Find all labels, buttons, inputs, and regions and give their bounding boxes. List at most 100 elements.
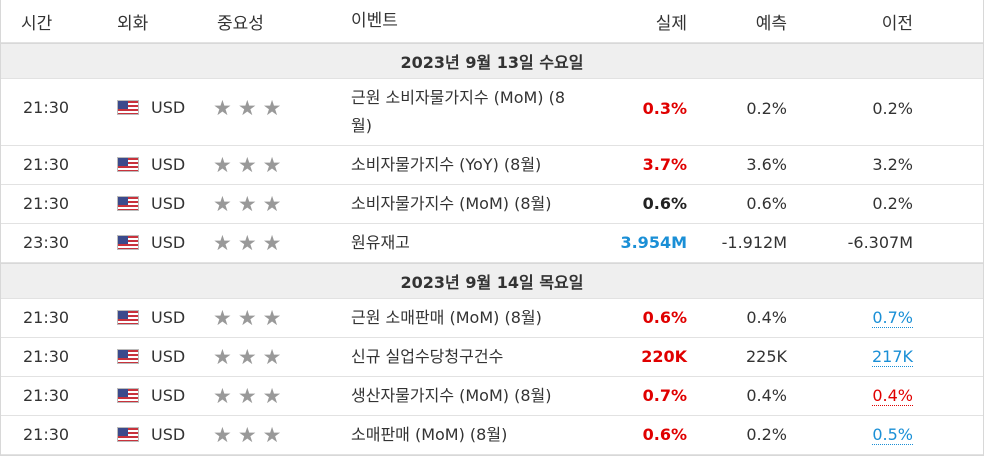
previous-value: -6.307M [797,224,923,262]
forecast-value: 0.2% [746,99,787,118]
previous-value-text[interactable]: 0.5% [872,425,913,445]
event-time: 21:30 [23,386,70,405]
actual-value: 0.6% [593,416,697,454]
event-name-link[interactable]: 근원 소매판매 (MoM) (8월) [351,308,542,327]
previous-value: 0.5% [797,416,923,454]
table-row[interactable]: 23:30 USD ★ ★ ★ 원유재고 3.954M -1.912M -6.3… [1,224,983,263]
star-icon: ★ [213,384,232,408]
star-icon: ★ [262,192,282,216]
previous-value-text[interactable]: 217K [871,347,913,367]
event-time: 21:30 [23,425,70,444]
currency-cell: USD [99,377,203,415]
star-icon: ★ [213,192,232,216]
currency-cell: USD [99,416,203,454]
forecast-value: 225K [745,347,787,366]
actual-value: 3.7% [593,146,697,184]
forecast-value: 0.4% [746,308,787,327]
star-icon: ★ [262,423,282,447]
us-flag-icon [117,349,139,364]
table-row[interactable]: 21:30 USD ★ ★ ★ 소비자물가지수 (YoY) (8월) 3.7% … [1,146,983,185]
us-flag-icon [117,310,139,325]
event-name-link[interactable]: 소비자물가지수 (YoY) (8월) [351,155,542,174]
actual-value: 0.6% [593,299,697,337]
star-icon: ★ [237,384,257,408]
event-time: 21:30 [23,155,70,174]
actual-value: 0.6% [593,185,697,223]
table-row[interactable]: 21:30 USD ★ ★ ★ 소비자물가지수 (MoM) (8월) 0.6% … [1,185,983,224]
day-header-row: 2023년 9월 14일 목요일 [1,263,983,299]
actual-value-text: 0.6% [642,308,687,327]
us-flag-icon [117,100,139,115]
currency-cell: USD [99,185,203,223]
event-name-link[interactable]: 근원 소비자물가지수 (MoM) (8월) [351,88,566,135]
header-actual[interactable]: 실제 [655,13,687,34]
star-icon: ★ [237,231,257,255]
currency-code: USD [151,233,186,252]
star-icon: ★ [213,423,232,447]
header-currency[interactable]: 외화 [117,13,149,34]
table-row[interactable]: 21:30 USD ★ ★ ★ 신규 실업수당청구건수 220K 225K 21… [1,338,983,377]
actual-value: 0.3% [593,79,697,145]
actual-value-text: 0.7% [642,386,687,405]
event-name-link[interactable]: 생산자물가지수 (MoM) (8월) [351,386,552,405]
event-time: 21:30 [23,347,70,366]
star-icon: ★ [213,96,232,120]
table-body: 2023년 9월 13일 수요일 21:30 USD ★ ★ ★ 근원 소비자물… [1,43,983,455]
currency-code: USD [151,155,186,174]
importance-stars: ★ ★ ★ [203,416,335,454]
previous-value: 0.2% [797,185,923,223]
importance-stars: ★ ★ ★ [203,146,335,184]
previous-value-text: -6.307M [847,233,913,252]
actual-value-text: 0.3% [642,99,687,118]
currency-cell: USD [99,224,203,262]
forecast-value: 0.2% [746,425,787,444]
us-flag-icon [117,427,139,442]
star-icon: ★ [213,306,232,330]
previous-value-text: 0.2% [872,99,913,118]
header-time[interactable]: 시간 [21,13,53,34]
currency-code: USD [151,386,186,405]
star-icon: ★ [262,345,282,369]
table-row[interactable]: 21:30 USD ★ ★ ★ 생산자물가지수 (MoM) (8월) 0.7% … [1,377,983,416]
currency-code: USD [151,194,186,213]
previous-value-text[interactable]: 0.4% [872,386,913,406]
us-flag-icon [117,235,139,250]
star-icon: ★ [237,345,257,369]
star-icon: ★ [213,153,232,177]
header-importance[interactable]: 중요성 [217,13,264,34]
header-forecast[interactable]: 예측 [755,13,787,34]
event-time: 23:30 [23,233,70,252]
header-event[interactable]: 이벤트 [351,11,398,31]
event-name-link[interactable]: 원유재고 [351,233,410,252]
importance-stars: ★ ★ ★ [203,185,335,223]
currency-code: USD [151,98,186,117]
actual-value-text: 220K [641,347,687,366]
table-row[interactable]: 21:30 USD ★ ★ ★ 소매판매 (MoM) (8월) 0.6% 0.2… [1,416,983,455]
forecast-value: 0.6% [746,194,787,213]
star-icon: ★ [237,423,257,447]
currency-code: USD [151,347,186,366]
table-row[interactable]: 21:30 USD ★ ★ ★ 근원 소매판매 (MoM) (8월) 0.6% … [1,299,983,338]
event-name-link[interactable]: 소비자물가지수 (MoM) (8월) [351,194,552,213]
forecast-value: 3.6% [746,155,787,174]
previous-value: 3.2% [797,146,923,184]
event-name-link[interactable]: 신규 실업수당청구건수 [351,347,504,366]
currency-cell: USD [99,146,203,184]
header-previous[interactable]: 이전 [881,13,913,34]
importance-stars: ★ ★ ★ [203,79,335,145]
actual-value: 0.7% [593,377,697,415]
star-icon: ★ [213,345,232,369]
currency-code: USD [151,425,186,444]
previous-value-text[interactable]: 0.7% [872,308,913,328]
star-icon: ★ [237,306,257,330]
importance-stars: ★ ★ ★ [203,377,335,415]
table-row[interactable]: 21:30 USD ★ ★ ★ 근원 소비자물가지수 (MoM) (8월) 0.… [1,79,983,146]
star-icon: ★ [262,384,282,408]
event-name-link[interactable]: 소매판매 (MoM) (8월) [351,425,508,444]
star-icon: ★ [237,153,257,177]
table-header: 시간 외화 중요성 이벤트 실제 예측 이전 [1,0,983,43]
importance-stars: ★ ★ ★ [203,338,335,376]
star-icon: ★ [262,153,282,177]
event-time: 21:30 [23,194,70,213]
